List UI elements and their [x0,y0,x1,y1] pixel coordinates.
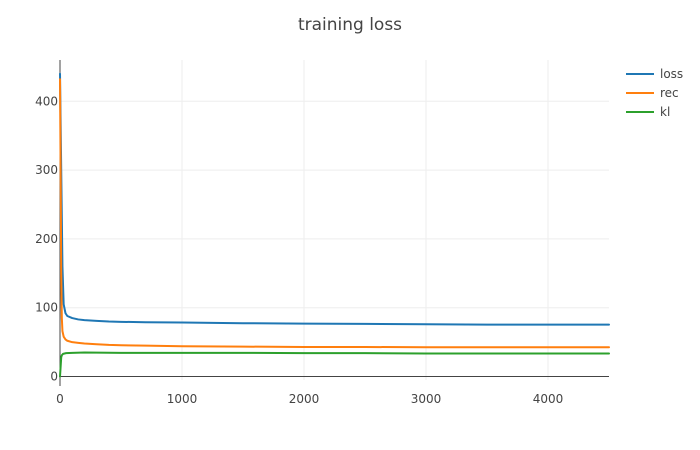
legend-label-kl: kl [660,105,670,119]
y-tick-label-0: 0 [50,370,58,384]
y-tick-label-2: 200 [35,232,58,246]
legend-item-kl[interactable]: kl [626,105,670,119]
series-line-rec [59,78,610,349]
x-tick-label-3: 3000 [411,392,442,406]
axes [59,60,609,386]
x-tick-label-2: 2000 [289,392,320,406]
x-tick-label-0: 0 [56,392,64,406]
x-tick-label-4: 4000 [533,392,564,406]
legend-item-rec[interactable]: rec [626,86,679,100]
tick-labels: 0 1000 2000 3000 4000 0 100 200 300 400 [35,94,563,406]
grid-lines [60,60,609,380]
legend-label-rec: rec [660,86,679,100]
legend-item-loss[interactable]: loss [626,67,683,81]
y-tick-label-1: 100 [35,301,58,315]
chart-title: training loss [298,15,402,35]
legend[interactable]: loss rec kl [626,67,683,119]
x-tick-label-1: 1000 [167,392,198,406]
y-tick-label-3: 300 [35,163,58,177]
legend-label-loss: loss [660,67,683,81]
y-tick-label-4: 400 [35,94,58,108]
series-line-loss [59,72,610,326]
series-line-kl [59,351,610,378]
series-lines [59,72,610,378]
